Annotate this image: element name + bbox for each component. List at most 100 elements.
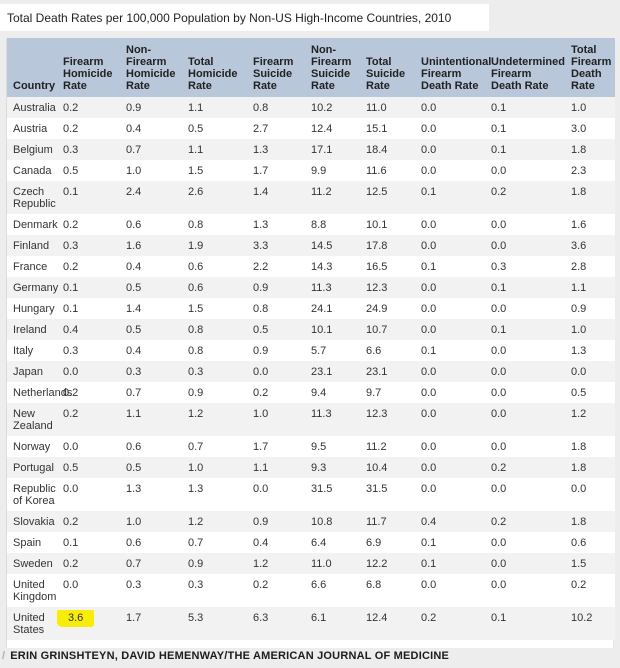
cell-value: 2.7 bbox=[253, 123, 269, 135]
table-row: Czech Republic 0.1 2.4 2.6 1.4 11.2 12.5 0.1 0.2… bbox=[7, 181, 615, 214]
cell-value: 0.3 bbox=[188, 366, 204, 378]
table-row: Netherlands 0.2 0.7 0.9 0.2 9.4 9.7 0.0 0.0 0.5 bbox=[7, 382, 615, 403]
column-header-1: Firearm Homicide Rate bbox=[57, 38, 120, 97]
cell-value: 1.0 bbox=[253, 408, 269, 420]
cell-value: 1.6 bbox=[126, 240, 142, 252]
cell-value: 0.2 bbox=[63, 387, 79, 399]
cell-value: 1.8 bbox=[571, 462, 587, 474]
cell-value: 11.0 bbox=[366, 102, 387, 114]
cell-value: 1.0 bbox=[571, 324, 587, 336]
cell-value: 0.3 bbox=[63, 345, 79, 357]
cell-value: 1.9 bbox=[188, 240, 204, 252]
table-row: Ireland 0.4 0.5 0.8 0.5 10.1 10.7 0.0 0.1 1.0 bbox=[7, 319, 615, 340]
table-row: Australia 0.2 0.9 1.1 0.8 10.2 11.0 0.0 0.1 1.0 bbox=[7, 97, 615, 118]
cell-country: Slovakia bbox=[13, 516, 55, 528]
cell-value: 0.0 bbox=[491, 387, 507, 399]
cell-country: France bbox=[13, 261, 48, 273]
table-row: Hungary 0.1 1.4 1.5 0.8 24.1 24.9 0.0 0.0 0.9 bbox=[7, 298, 615, 319]
column-header-7: Unintentional Firearm Death Rate bbox=[415, 38, 491, 97]
cell-value: 16.5 bbox=[366, 261, 388, 273]
table-title: Total Death Rates per 100,000 Population… bbox=[7, 10, 452, 25]
column-header-2: Non-Firearm Homicide Rate bbox=[120, 38, 182, 97]
cell-value: 1.0 bbox=[571, 102, 587, 114]
cell-value: 0.1 bbox=[421, 558, 437, 570]
column-header-6: Total Suicide Rate bbox=[360, 38, 415, 97]
table-row: United Kingdom 0.0 0.3 0.3 0.2 6.6 6.8 0.0 0.0 0.… bbox=[7, 574, 615, 607]
cell-value: 15.1 bbox=[366, 123, 388, 135]
cell-value: 1.1 bbox=[188, 102, 204, 114]
cell-country: Australia bbox=[13, 102, 56, 114]
cell-value: 0.0 bbox=[421, 240, 437, 252]
cell-value: 2.8 bbox=[571, 261, 587, 273]
cell-value: 6.8 bbox=[366, 579, 382, 591]
table-header-row: Country Firearm Homicide Rate Non-Firearm … bbox=[7, 38, 615, 97]
cell-value: 9.3 bbox=[311, 462, 327, 474]
cell-value: 11.2 bbox=[366, 441, 387, 453]
data-table-card: Country Firearm Homicide Rate Non-Firearm … bbox=[6, 38, 615, 648]
table-row: Austria 0.2 0.4 0.5 2.7 12.4 15.1 0.0 0.1 3.0 bbox=[7, 118, 615, 139]
cell-value: 10.1 bbox=[366, 219, 388, 231]
cell-value: 0.2 bbox=[491, 516, 507, 528]
cell-value: 0.3 bbox=[63, 240, 79, 252]
cell-value: 31.5 bbox=[311, 483, 333, 495]
cell-value: 1.8 bbox=[571, 516, 587, 528]
cell-value: 0.5 bbox=[63, 462, 79, 474]
cell-value: 1.1 bbox=[126, 408, 142, 420]
cell-value: 0.0 bbox=[421, 144, 437, 156]
cell-value: 11.3 bbox=[311, 408, 332, 420]
table-row: Finland 0.3 1.6 1.9 3.3 14.5 17.8 0.0 0.0 3.6 bbox=[7, 235, 615, 256]
cell-value: 0.1 bbox=[491, 324, 507, 336]
death-rates-table: Country Firearm Homicide Rate Non-Firearm … bbox=[7, 38, 615, 640]
cell-value: 1.8 bbox=[571, 441, 587, 453]
cell-value: 0.5 bbox=[126, 324, 142, 336]
cell-value: 0.0 bbox=[421, 303, 437, 315]
cell-value: 0.0 bbox=[421, 387, 437, 399]
cell-value: 12.2 bbox=[366, 558, 388, 570]
cell-value: 0.1 bbox=[63, 186, 79, 198]
cell-value: 18.4 bbox=[366, 144, 388, 156]
cell-value: 0.0 bbox=[491, 441, 507, 453]
cell-value: 10.4 bbox=[366, 462, 388, 474]
cell-value: 1.2 bbox=[188, 516, 204, 528]
cell-value: 0.6 bbox=[126, 537, 142, 549]
cell-value: 6.6 bbox=[311, 579, 327, 591]
cell-value: 0.0 bbox=[491, 345, 507, 357]
cell-value: 6.9 bbox=[366, 537, 382, 549]
cell-value: 12.4 bbox=[311, 123, 333, 135]
cell-value: 0.3 bbox=[188, 579, 204, 591]
cell-value: 0.7 bbox=[126, 558, 142, 570]
cell-value: 0.0 bbox=[491, 219, 507, 231]
cell-value: 0.0 bbox=[421, 123, 437, 135]
cell-value: 11.7 bbox=[366, 516, 387, 528]
cell-value: 0.0 bbox=[491, 366, 507, 378]
cell-value: 0.0 bbox=[491, 303, 507, 315]
cell-value: 0.0 bbox=[421, 324, 437, 336]
table-row: Portugal 0.5 0.5 1.0 1.1 9.3 10.4 0.0 0.2 1.8 bbox=[7, 457, 615, 478]
cell-value: 23.1 bbox=[366, 366, 388, 378]
cell-value: 0.0 bbox=[253, 483, 269, 495]
cell-value: 1.3 bbox=[253, 144, 269, 156]
cell-value: 5.7 bbox=[311, 345, 327, 357]
cell-value: 10.7 bbox=[366, 324, 388, 336]
cell-value: 0.2 bbox=[491, 462, 507, 474]
cell-value: 0.3 bbox=[126, 366, 142, 378]
cell-value: 0.0 bbox=[421, 219, 437, 231]
cell-value: 0.2 bbox=[63, 102, 79, 114]
cell-value: 11.6 bbox=[366, 165, 387, 177]
cell-value: 0.5 bbox=[253, 324, 269, 336]
cell-value: 0.1 bbox=[421, 261, 437, 273]
cell-value: 17.1 bbox=[311, 144, 333, 156]
cell-value: 0.5 bbox=[126, 282, 142, 294]
cell-value: 0.7 bbox=[126, 387, 142, 399]
cell-value: 1.7 bbox=[253, 165, 269, 177]
cell-value: 1.7 bbox=[126, 612, 142, 624]
cell-value: 14.3 bbox=[311, 261, 333, 273]
cell-value: 0.0 bbox=[421, 165, 437, 177]
cell-value: 0.5 bbox=[188, 123, 204, 135]
cell-value: 12.4 bbox=[366, 612, 388, 624]
cell-value: 0.8 bbox=[188, 324, 204, 336]
cell-country: Ireland bbox=[13, 324, 47, 336]
cell-value: 0.2 bbox=[63, 123, 79, 135]
cell-country: Republic of Korea bbox=[13, 483, 56, 507]
cell-value: 0.9 bbox=[188, 387, 204, 399]
